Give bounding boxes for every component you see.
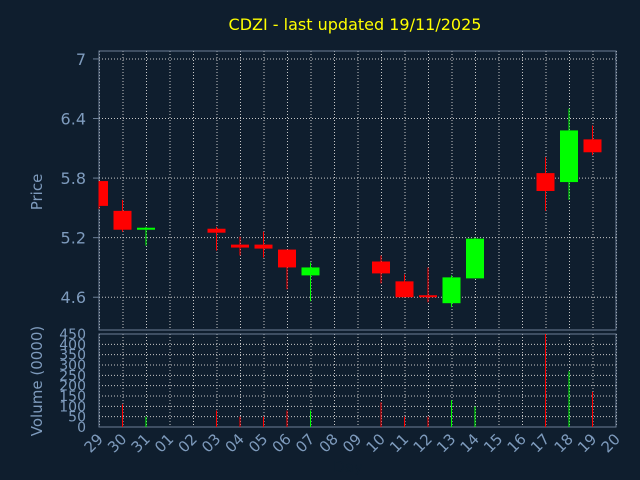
volume-tick-label: 50 — [68, 410, 86, 426]
volume-tick-label: 350 — [59, 348, 86, 364]
price-tick-label: 6.4 — [61, 110, 86, 129]
x-tick-label: 31 — [128, 430, 154, 456]
candle-body — [301, 267, 320, 276]
price-tick-label: 7 — [76, 50, 86, 69]
x-tick-labels: 2930310102030405060708091011121314151617… — [81, 430, 624, 456]
x-tick-label: 19 — [574, 430, 600, 456]
x-tick-label: 03 — [198, 430, 224, 456]
price-axis-label: Price — [28, 174, 46, 211]
x-tick-label: 06 — [269, 430, 295, 456]
price-tick-label: 5.8 — [61, 169, 86, 188]
x-tick-label: 15 — [480, 430, 506, 456]
x-tick-label: 14 — [457, 430, 483, 456]
x-tick-label: 10 — [363, 430, 389, 456]
x-axis-label: Day — [333, 458, 363, 476]
candle-body — [113, 210, 132, 230]
volume-tick-label: 0 — [77, 420, 86, 436]
x-tick-label: 13 — [433, 430, 459, 456]
candle-body — [442, 277, 461, 304]
chart-title: CDZI - last updated 19/11/2025 — [229, 15, 482, 34]
volume-tick-label: 150 — [59, 389, 86, 405]
x-tick-label: 11 — [386, 430, 412, 456]
candle-body — [278, 249, 296, 268]
candle-body — [231, 244, 249, 248]
volume-tick-label: 250 — [59, 368, 86, 384]
x-tick-label: 16 — [504, 430, 530, 456]
candlestick-series — [98, 108, 602, 308]
x-tick-label: 30 — [104, 430, 130, 456]
candle-body — [372, 261, 390, 274]
volume-tick-label: 100 — [59, 399, 86, 415]
x-tick-label: 12 — [410, 430, 436, 456]
candle-body — [137, 227, 155, 230]
price-tick-label: 5.2 — [61, 229, 86, 248]
price-grid — [99, 51, 617, 330]
x-tick-label: 01 — [151, 430, 177, 456]
candle-body — [207, 228, 226, 233]
x-tick-label: 04 — [222, 430, 248, 456]
candle-body — [99, 181, 108, 206]
candle-body — [419, 295, 437, 298]
x-tick-label: 05 — [245, 430, 271, 456]
x-tick-label: 09 — [339, 430, 365, 456]
x-tick-label: 08 — [316, 430, 342, 456]
candle-body — [466, 238, 484, 279]
candle-body — [536, 173, 555, 191]
candle-body — [395, 281, 414, 298]
candle-body — [583, 139, 602, 153]
price-tick-labels: 4.6 5.2 5.8 6.4 7 — [61, 50, 99, 307]
x-tick-label: 02 — [175, 430, 201, 456]
candle-body — [560, 130, 578, 183]
candle-body — [254, 244, 273, 249]
volume-tick-label: 400 — [59, 337, 86, 353]
volume-axis-label: Volume (0000) — [28, 326, 46, 436]
x-tick-label: 17 — [527, 430, 553, 456]
volume-grid — [99, 333, 617, 428]
price-tick-label: 4.6 — [61, 288, 86, 307]
x-tick-label: 20 — [598, 430, 624, 456]
x-tick-label: 07 — [292, 430, 318, 456]
volume-series — [122, 334, 593, 427]
volume-tick-label: 300 — [59, 358, 86, 374]
volume-tick-label: 450 — [59, 327, 86, 343]
volume-tick-label: 200 — [59, 379, 86, 395]
x-tick-label: 18 — [551, 430, 577, 456]
volume-panel-frame — [98, 333, 617, 428]
